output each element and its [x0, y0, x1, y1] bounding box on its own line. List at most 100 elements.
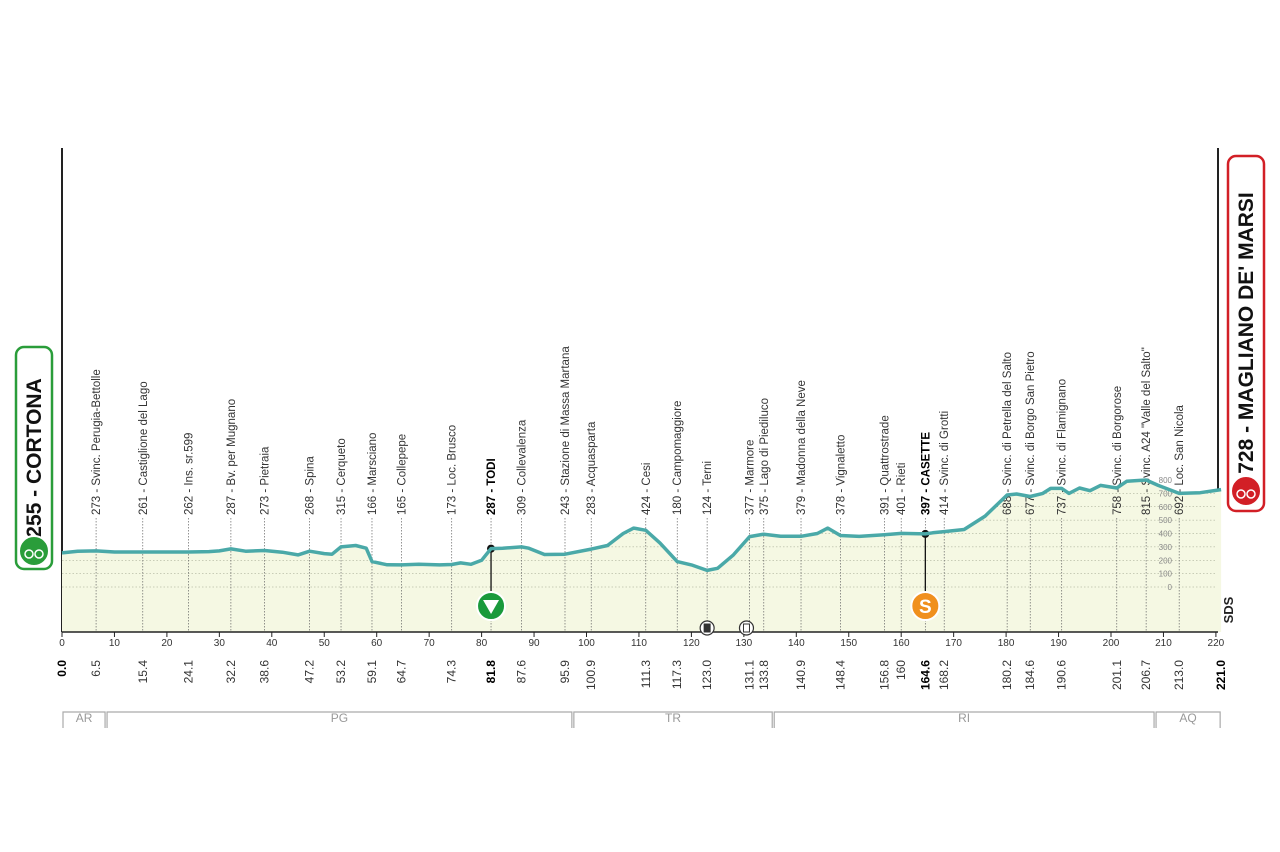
y-tick-label: 600 [1159, 503, 1173, 512]
marker-icon [910, 591, 941, 621]
finish-label: 728 - MAGLIANO DE' MARSI [1235, 192, 1258, 474]
km-label: 184.6 [1023, 660, 1037, 690]
y-tick-label: 0 [1168, 583, 1173, 592]
x-tick-label: 190 [1050, 638, 1067, 649]
waypoint-label: 424 - Cesi [641, 463, 653, 515]
waypoint-label: 173 - Loc. Brusco [447, 425, 459, 515]
km-label: 38.6 [257, 660, 271, 684]
corner-text: SDS [1221, 596, 1236, 623]
waypoint-label: 397 - CASETTE [920, 432, 932, 515]
region-label: RI [958, 711, 970, 725]
x-tick-label: 0 [59, 638, 65, 649]
marker-letter: S [919, 597, 932, 618]
y-tick-label: 500 [1159, 516, 1173, 525]
x-tick-label: 10 [109, 638, 121, 649]
x-tick-label: 70 [424, 638, 436, 649]
km-label: 140.9 [794, 660, 808, 690]
finish-box [1226, 154, 1266, 513]
km-label: 131.1 [743, 660, 757, 690]
waypoint-label: 283 - Acquasparta [586, 421, 598, 515]
km-label: 117.3 [670, 660, 684, 689]
waypoint-label: 692 - Loc. San Nicola [1174, 404, 1186, 515]
waypoint-label: 165 - Collepepe [396, 434, 408, 515]
start-wheel-b [34, 549, 44, 559]
km-label: 6.5 [89, 660, 103, 677]
waypoint-label: 414 - Svinc. di Grotti [939, 411, 951, 515]
waypoint-label: 379 - Madonna della Neve [796, 380, 808, 515]
x-tick-label: 30 [214, 638, 226, 649]
finish-wheel-b [1246, 489, 1256, 499]
x-tick-label: 220 [1208, 638, 1225, 649]
waypoint-label: 287 - Bv. per Mugnano [226, 399, 238, 515]
waypoint-label: 273 - Svinc. Perugia-Bettolle [91, 369, 103, 515]
region-label: PG [331, 711, 348, 725]
km-label: 53.2 [334, 660, 348, 684]
start-wheel-a [24, 549, 34, 559]
region-bracket [1155, 711, 1221, 728]
waypoint-label: 243 - Stazione di Massa Martana [560, 346, 572, 515]
region-label: AR [76, 711, 93, 725]
km-label: 111.3 [639, 660, 653, 689]
x-tick-label: 110 [631, 638, 647, 649]
waypoint-label: 378 - Vignaletto [835, 435, 847, 515]
region-label: AQ [1179, 711, 1196, 725]
x-tick-label: 130 [736, 638, 753, 649]
x-tick-label: 140 [788, 638, 805, 649]
waypoint-label: 758 - Svinc. di Borgorose [1112, 386, 1124, 515]
finish-icon [1230, 475, 1262, 507]
waypoint-label: 180 - Campomaggiore [672, 401, 684, 515]
waypoint-label: 268 - Spina [305, 456, 317, 515]
waypoint-label: 401 - Rieti [896, 463, 908, 515]
km-label: 81.8 [484, 660, 498, 684]
waypoint-label: 315 - Cerqueto [336, 438, 348, 515]
km-label: 168.2 [937, 660, 951, 690]
x-tick-label: 200 [1103, 638, 1120, 649]
waypoint-label: 391 - Quattrostrade [879, 415, 891, 515]
region-bracket [573, 711, 773, 728]
km-label: 100.9 [584, 660, 598, 690]
region-bracket [62, 711, 106, 728]
km-label: 164.6 [918, 660, 932, 690]
start-icon [18, 535, 50, 567]
waypoint-label: 377 - Marmore [745, 440, 757, 515]
km-label: 180.2 [1000, 660, 1014, 690]
km-label: 15.4 [136, 660, 150, 684]
km-label: 74.3 [445, 660, 459, 684]
rail-glyph [742, 623, 750, 633]
x-tick-label: 180 [998, 638, 1015, 649]
rail-icon [738, 620, 755, 636]
y-tick-label: 800 [1159, 476, 1173, 485]
x-tick-label: 150 [840, 638, 857, 649]
start-box [14, 345, 54, 571]
y-tick-label: 700 [1159, 489, 1173, 498]
km-label: 190.6 [1055, 660, 1069, 690]
x-tick-label: 60 [371, 638, 383, 649]
x-tick-label: 100 [578, 638, 595, 649]
waypoint-label: 677 - Svinc. di Borgo San Pietro [1025, 351, 1037, 515]
km-label: 24.1 [181, 660, 195, 684]
km-label: 201.1 [1110, 660, 1124, 690]
x-tick-label: 80 [476, 638, 488, 649]
y-tick-label: 300 [1159, 543, 1173, 552]
region-bracket [773, 711, 1155, 728]
x-tick-label: 120 [683, 638, 700, 649]
waypoint-label: 166 - Marsciano [367, 433, 379, 515]
km-label: 123.0 [700, 660, 714, 690]
km-label: 156.8 [877, 660, 891, 690]
km-label: 64.7 [394, 660, 408, 684]
waypoint-label: 737 - Svinc. di Flamignano [1057, 379, 1069, 515]
start-label: 255 - CORTONA [23, 378, 46, 537]
x-tick-label: 210 [1155, 638, 1172, 649]
x-tick-label: 40 [266, 638, 278, 649]
x-tick-label: 50 [319, 638, 331, 649]
y-tick-label: 200 [1159, 556, 1173, 565]
waypoint-label: 124 - Terni [702, 461, 714, 515]
km-label: 206.7 [1139, 660, 1153, 690]
start-km: 0.0 [55, 660, 69, 677]
waypoint-label: 273 - Pietraia [259, 446, 271, 515]
waypoint-label: 262 - Ins. sr.599 [183, 433, 195, 515]
km-label: 87.6 [514, 660, 528, 684]
km-label: 133.8 [757, 660, 771, 690]
tunnel-glyph [703, 623, 711, 633]
